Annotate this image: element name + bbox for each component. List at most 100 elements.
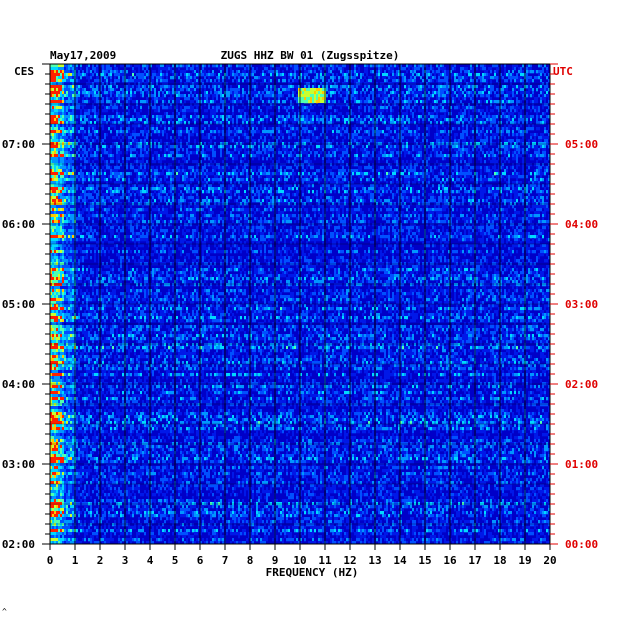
heatmap-cell <box>300 157 302 161</box>
heatmap-cell <box>282 148 284 152</box>
heatmap-cell <box>484 64 486 68</box>
heatmap-cell <box>300 115 302 119</box>
heatmap-cell <box>480 82 482 86</box>
heatmap-cell <box>530 127 532 131</box>
heatmap-cell <box>318 121 320 125</box>
heatmap-cell <box>292 145 294 149</box>
heatmap-cell <box>360 73 362 77</box>
heatmap-cell <box>286 121 288 125</box>
heatmap-cell <box>236 94 238 98</box>
heatmap-cell <box>508 91 510 95</box>
heatmap-cell <box>108 73 110 77</box>
heatmap-cell <box>234 94 236 98</box>
heatmap-cell <box>478 73 480 77</box>
heatmap-cell <box>126 145 128 149</box>
heatmap-cell <box>86 112 88 116</box>
heatmap-cell <box>504 73 506 77</box>
heatmap-cell <box>176 103 178 107</box>
heatmap-cell <box>308 154 310 158</box>
heatmap-cell <box>78 130 80 134</box>
heatmap-cell <box>196 148 198 152</box>
heatmap-cell <box>206 73 208 77</box>
heatmap-cell <box>58 139 60 143</box>
heatmap-cell <box>220 115 222 119</box>
heatmap-cell <box>182 154 184 158</box>
heatmap-cell <box>110 130 112 134</box>
heatmap-cell <box>502 145 504 149</box>
heatmap-cell <box>128 103 130 107</box>
heatmap-cell <box>140 85 142 89</box>
heatmap-cell <box>470 64 472 68</box>
heatmap-cell <box>438 97 440 101</box>
heatmap-cell <box>360 142 362 146</box>
heatmap-cell <box>492 118 494 122</box>
heatmap-cell <box>210 133 212 137</box>
heatmap-cell <box>226 121 228 125</box>
heatmap-cell <box>96 151 98 155</box>
heatmap-cell <box>136 157 138 161</box>
heatmap-cell <box>342 115 344 119</box>
heatmap-cell <box>232 160 234 164</box>
heatmap-cell <box>308 130 310 134</box>
heatmap-cell <box>376 133 378 137</box>
heatmap-cell <box>298 88 300 92</box>
heatmap-cell <box>248 91 250 95</box>
heatmap-cell <box>186 79 188 83</box>
heatmap-cell <box>288 94 290 98</box>
heatmap-cell <box>226 67 228 71</box>
heatmap-cell <box>468 106 470 110</box>
heatmap-cell <box>464 118 466 122</box>
heatmap-cell <box>262 103 264 107</box>
heatmap-cell <box>120 121 122 125</box>
heatmap-cell <box>130 94 132 98</box>
heatmap-cell <box>288 154 290 158</box>
heatmap-cell <box>542 106 544 110</box>
heatmap-cell <box>114 88 116 92</box>
heatmap-cell <box>430 67 432 71</box>
heatmap-cell <box>160 115 162 119</box>
heatmap-cell <box>210 100 212 104</box>
heatmap-cell <box>264 64 266 68</box>
heatmap-cell <box>488 124 490 128</box>
heatmap-cell <box>244 154 246 158</box>
heatmap-cell <box>94 112 96 116</box>
heatmap-cell <box>80 130 82 134</box>
heatmap-cell <box>252 85 254 89</box>
heatmap-cell <box>120 64 122 68</box>
heatmap-cell <box>134 64 136 68</box>
heatmap-cell <box>146 118 148 122</box>
heatmap-cell <box>132 79 134 83</box>
heatmap-cell <box>536 112 538 116</box>
heatmap-cell <box>252 124 254 128</box>
heatmap-cell <box>368 97 370 101</box>
heatmap-cell <box>82 70 84 74</box>
heatmap-cell <box>146 121 148 125</box>
heatmap-cell <box>492 76 494 80</box>
heatmap-cell <box>384 79 386 83</box>
heatmap-cell <box>482 91 484 95</box>
heatmap-cell <box>464 70 466 74</box>
heatmap-cell <box>444 85 446 89</box>
heatmap-cell <box>294 64 296 68</box>
heatmap-cell <box>464 88 466 92</box>
heatmap-cell <box>268 94 270 98</box>
heatmap-cell <box>72 73 74 77</box>
heatmap-cell <box>120 139 122 143</box>
heatmap-cell <box>176 145 178 149</box>
heatmap-cell <box>232 103 234 107</box>
heatmap-cell <box>276 121 278 125</box>
heatmap-cell <box>278 88 280 92</box>
heatmap-cell <box>472 88 474 92</box>
heatmap-cell <box>340 76 342 80</box>
heatmap-cell <box>380 97 382 101</box>
heatmap-cell <box>526 106 528 110</box>
heatmap-cell <box>414 64 416 68</box>
heatmap-cell <box>372 130 374 134</box>
heatmap-cell <box>464 73 466 77</box>
heatmap-cell <box>498 106 500 110</box>
heatmap-cell <box>56 82 58 86</box>
heatmap-cell <box>354 91 356 95</box>
heatmap-cell <box>376 64 378 68</box>
heatmap-cell <box>408 118 410 122</box>
heatmap-cell <box>68 118 70 122</box>
